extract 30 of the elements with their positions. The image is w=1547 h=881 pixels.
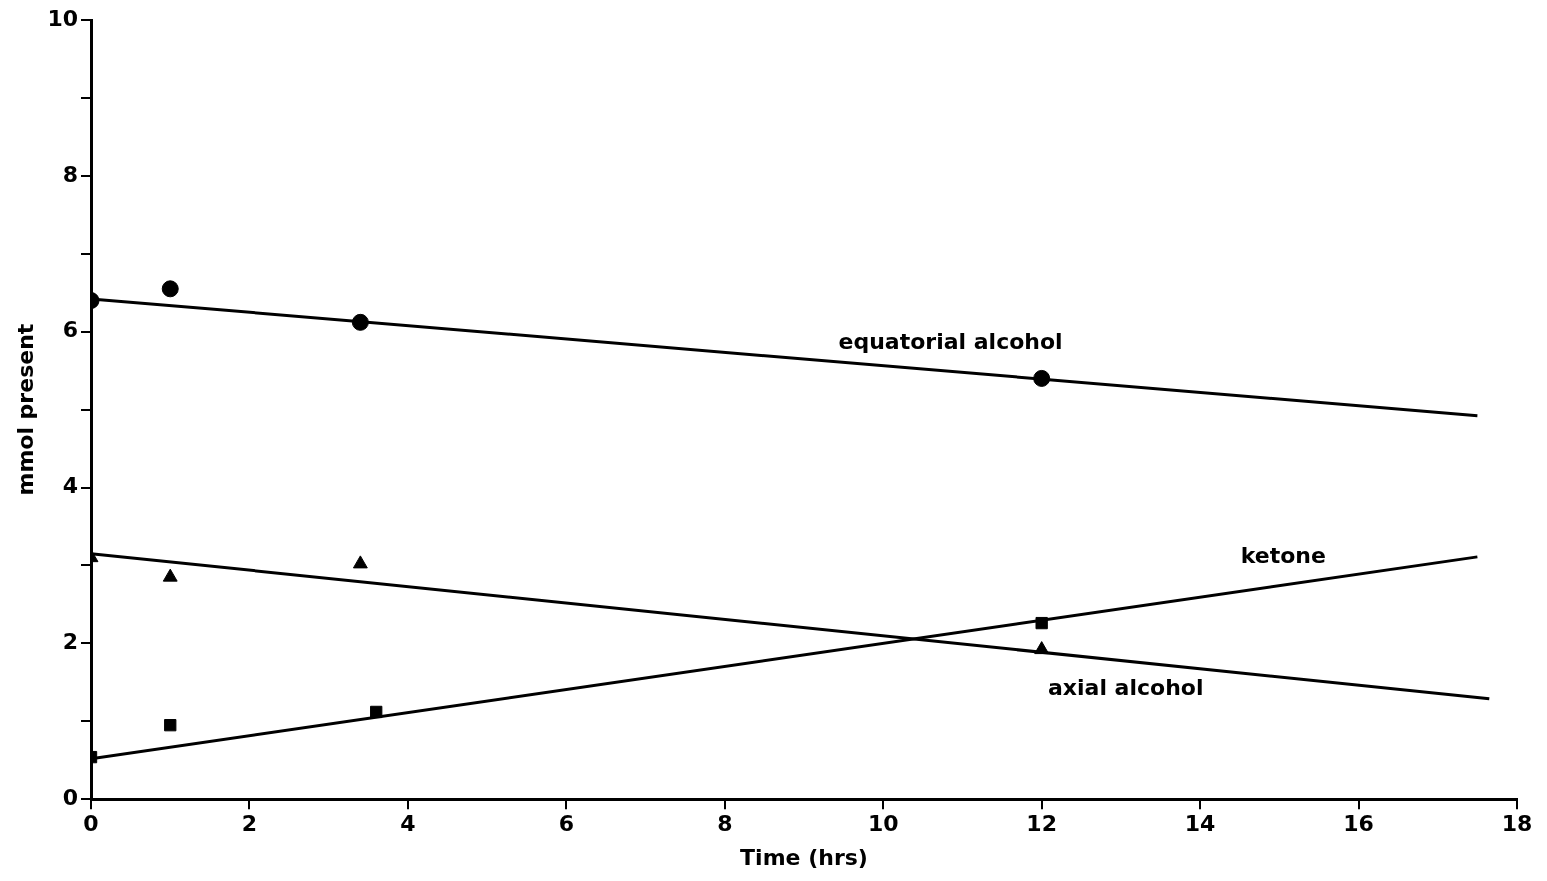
y-tick-label: 10 — [47, 5, 79, 31]
point — [161, 280, 179, 298]
point — [352, 555, 368, 569]
x-tick-label: 0 — [83, 811, 99, 837]
x-tick-label: 16 — [1343, 811, 1374, 837]
y-tick-label: 8 — [62, 161, 79, 187]
point — [162, 568, 178, 582]
x-tick-label: 8 — [717, 811, 733, 837]
series-label: ketone — [1240, 542, 1326, 568]
point — [1033, 369, 1051, 387]
series-label: axial alcohol — [1047, 674, 1204, 700]
x-tick-label: 10 — [867, 811, 899, 837]
y-axis-title: mmol present — [12, 323, 38, 496]
point — [1035, 616, 1048, 630]
y-tick-label: 4 — [62, 473, 79, 499]
x-tick-label: 14 — [1184, 811, 1216, 837]
point — [351, 313, 369, 331]
point — [164, 719, 177, 732]
y-tick-label: 6 — [62, 317, 79, 343]
x-tick-label: 12 — [1026, 811, 1057, 837]
point — [370, 705, 383, 719]
x-axis-title: Time (hrs) — [740, 844, 868, 870]
x-tick-label: 18 — [1501, 811, 1533, 837]
x-tick-label: 4 — [400, 811, 416, 837]
x-tick-label: 6 — [558, 811, 574, 837]
series-label: equatorial alcohol — [838, 329, 1063, 355]
y-tick-label: 0 — [62, 784, 79, 810]
point — [1034, 641, 1050, 655]
y-tick-label: 2 — [62, 629, 79, 655]
x-tick-label: 2 — [241, 811, 258, 837]
